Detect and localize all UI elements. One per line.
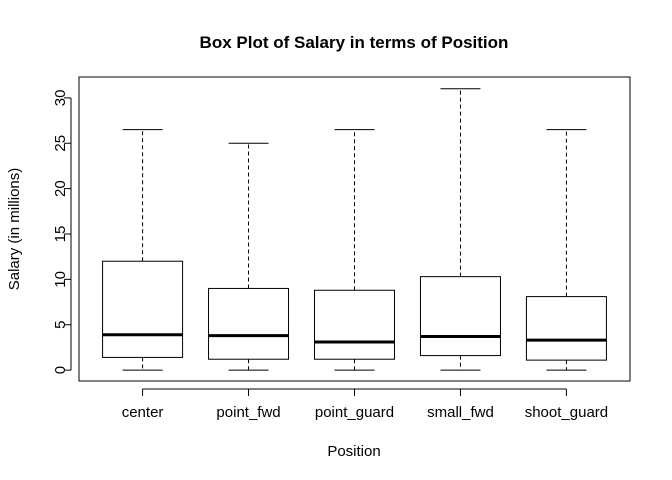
y-tick-label: 15 xyxy=(52,226,69,243)
y-tick-label: 20 xyxy=(52,180,69,197)
iqr-box xyxy=(208,287,290,360)
box-point_guard xyxy=(314,129,395,371)
y-tick-label: 30 xyxy=(52,90,69,107)
y-axis: 0 5 10 15 20 25 30 xyxy=(52,90,72,374)
box-series xyxy=(102,88,607,371)
chart-title: Box Plot of Salary in terms of Position xyxy=(200,33,509,52)
x-axis: center point_fwd point_guard small_fwd shoot… xyxy=(122,388,608,421)
y-tick-label: 10 xyxy=(52,271,69,288)
box-center xyxy=(102,129,184,371)
y-axis-label: Salary (in millions) xyxy=(6,168,23,291)
x-tick-label: center xyxy=(122,404,164,421)
box-shoot_guard xyxy=(525,129,607,371)
x-tick-label: small_fwd xyxy=(427,404,494,421)
y-tick-label: 5 xyxy=(52,321,69,329)
iqr-box xyxy=(102,260,184,358)
iqr-box xyxy=(314,289,395,360)
box-small_fwd xyxy=(419,88,501,371)
plot-frame xyxy=(78,76,631,382)
iqr-box xyxy=(525,296,607,361)
y-tick-label: 0 xyxy=(52,366,69,374)
y-tick-label: 25 xyxy=(52,135,69,152)
x-tick-label: point_fwd xyxy=(216,404,280,421)
x-tick-label: shoot_guard xyxy=(525,404,608,421)
iqr-box xyxy=(419,276,501,357)
x-tick-label: point_guard xyxy=(315,404,394,421)
x-axis-label: Position xyxy=(327,443,380,460)
box-point_fwd xyxy=(208,142,290,371)
